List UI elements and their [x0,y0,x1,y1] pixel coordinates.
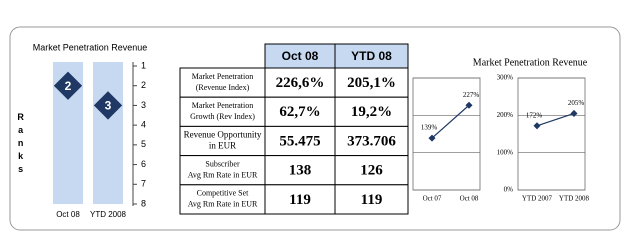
x-tick-label: YTD 2008 [559,195,590,203]
row-label: Subscriber [205,160,240,169]
cell-value: 126 [360,163,383,179]
row [179,125,409,157]
y-tick-label: 3 [141,100,146,110]
row-label: Revenue Opportunity [184,130,262,140]
point [570,109,578,118]
line [431,104,470,139]
cell-value: 55.475 [279,133,320,149]
row-label: Market Penetration [192,72,254,81]
row [179,184,409,215]
y-tick-label: 1 [141,60,146,70]
value-label: 172% [526,111,543,119]
row [179,155,409,186]
x-tick-label: Oct 08 [56,210,80,219]
header-cell [334,43,409,69]
y-tick-label: 4 [141,120,146,130]
row-label: Competitive Set [197,189,250,198]
row-label: Market Penetration [192,101,254,110]
rank-label: 3 [105,99,112,113]
plot-area [517,77,586,191]
y-tick-label: 6 [141,159,146,169]
cell-value: 138 [289,163,312,179]
point [428,134,436,142]
cell-value: 119 [289,192,311,208]
x-tick-label: Oct 07 [423,195,442,203]
cell-value: 119 [361,192,383,208]
plot-area [412,77,481,191]
rank-label: 2 [65,79,72,93]
y-tick-label: 100% [497,148,514,156]
row-label: in EUR [209,141,236,151]
row-label: Avg Rm Rate in EUR [188,171,258,180]
row [179,96,409,127]
y-tick-label: 5 [141,139,146,149]
x-tick-label: Oct 08 [460,195,479,203]
value-label: 205% [568,99,585,107]
point [465,101,473,109]
value-label: 139% [421,124,438,132]
line [536,112,575,127]
y-tick-label: 200% [497,111,514,119]
y-axis-label: Ranks [16,112,26,177]
chart-title: Market Penetration Revenue [473,57,588,68]
column-header: Oct 08 [282,49,319,63]
frame [9,26,621,231]
row-label: Avg Rm Rate in EUR [188,200,258,209]
y-tick-label: 7 [141,179,146,189]
y-tick-label: 2 [141,80,146,90]
y-tick-label: 0% [504,186,514,194]
chart-title: Market Penetration Revenue [33,42,148,52]
x-tick-label: YTD 2007 [522,195,553,203]
cell-value: 62,7% [279,104,320,120]
point [533,122,541,130]
cell-value: 205,1% [347,75,396,91]
rank-marker [53,71,83,100]
cell-value: 373.706 [347,133,396,149]
x-tick-label: YTD 2008 [90,210,127,219]
row-label: Growth (Rev Index) [190,112,255,121]
column-header: YTD 08 [351,49,392,63]
y-tick-label: 300% [497,74,514,82]
cell-value: 19,2% [351,104,392,120]
cell-value: 226,6% [276,75,325,91]
header-cell [264,43,336,69]
y-tick-label: 8 [141,198,146,208]
row-label: (Revenue Index) [196,83,250,92]
rank-marker [93,91,123,120]
column [93,62,123,204]
value-label: 227% [463,91,480,99]
